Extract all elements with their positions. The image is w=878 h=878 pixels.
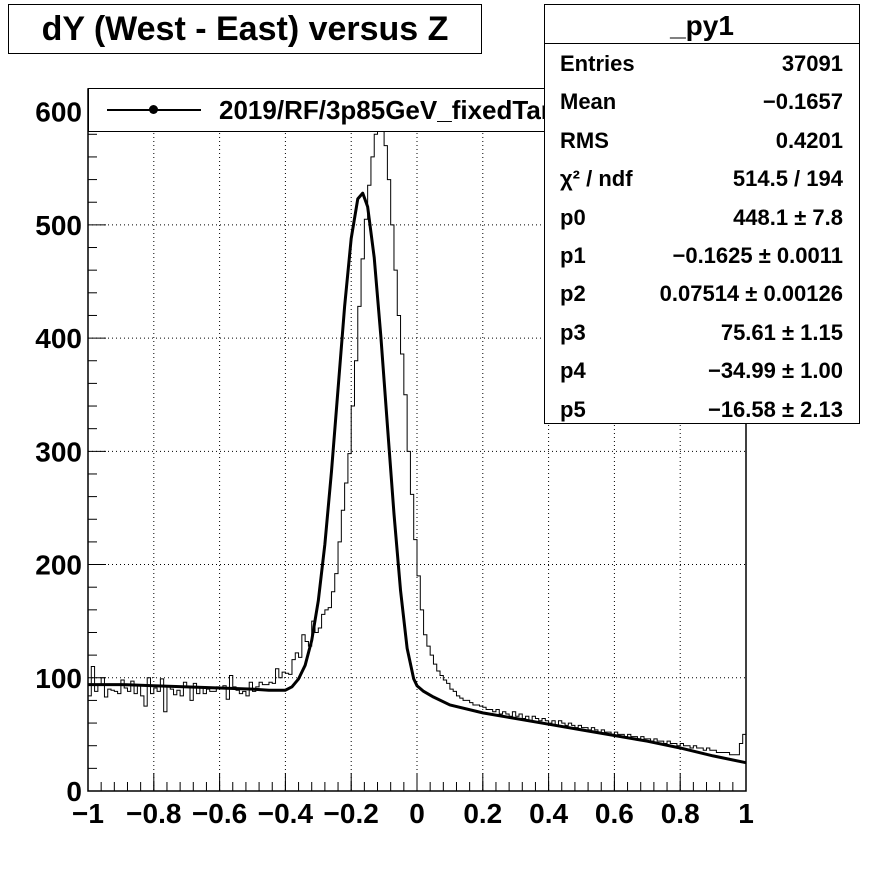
histogram-bins — [87, 111, 747, 791]
stats-key: p5 — [560, 396, 586, 422]
stats-value: 0.4201 — [775, 127, 843, 153]
y-tick-label: 400 — [35, 323, 82, 354]
stats-row-p0: p0 448.1 ± 7.8 — [545, 198, 859, 236]
stats-value: 37091 — [781, 51, 843, 76]
stats-row-rms: RMS 0.4201 — [545, 121, 859, 159]
stats-key: Mean — [560, 89, 617, 115]
y-tick-label: 600 — [35, 97, 82, 128]
stats-key: p4 — [560, 358, 586, 384]
stats-value: −16.58 ± 2.13 — [707, 396, 843, 422]
legend: 2019/RF/3p85GeV_fixedTarget — [88, 88, 614, 132]
y-tick-label: 0 — [66, 776, 82, 807]
x-tick-label: 0.4 — [529, 798, 568, 829]
stats-key: RMS — [560, 127, 609, 153]
x-tick-label: 0.6 — [595, 798, 634, 829]
chart-title: dY (West - East) versus Z — [8, 4, 482, 54]
x-tick-label: 1 — [738, 798, 754, 829]
legend-dot-marker — [149, 105, 158, 114]
axis-ticks — [87, 111, 747, 792]
x-tick-label: −0.4 — [258, 798, 314, 829]
x-tick-label: 0.8 — [661, 798, 700, 829]
y-tick-label: 200 — [35, 550, 82, 581]
x-tick-labels: −1 −0.8 −0.6 −0.4 −0.2 0 0.2 0.4 0.6 0.8 1 — [72, 798, 754, 829]
stats-row-p1: p1 −0.1625 ± 0.0011 — [545, 236, 859, 274]
stats-value: 448.1 ± 7.8 — [733, 204, 843, 230]
histogram-series — [87, 111, 747, 791]
fit-curve — [88, 191, 747, 765]
legend-label: 2019/RF/3p85GeV_fixedTarget — [219, 95, 590, 125]
stats-key: p2 — [560, 281, 586, 307]
stats-row-p3: p3 75.61 ± 1.15 — [545, 313, 859, 351]
stats-row-p5: p5 −16.58 ± 2.13 — [545, 390, 859, 428]
x-tick-label: −0.6 — [192, 798, 247, 829]
stats-row-mean: Mean −0.1657 — [545, 82, 859, 120]
stats-title: _py1 — [545, 5, 859, 44]
stats-key: p1 — [560, 242, 586, 268]
stats-row-chi2: χ² / ndf 514.5 / 194 — [545, 159, 859, 197]
stats-value: −0.1625 ± 0.0011 — [672, 242, 843, 268]
stats-key: p3 — [560, 319, 586, 345]
y-tick-label: 100 — [35, 663, 82, 694]
stats-key: Entries — [560, 51, 635, 76]
stats-value: 75.61 ± 1.15 — [720, 319, 843, 345]
stats-value: −0.1657 — [762, 89, 843, 115]
stats-value: 514.5 / 194 — [732, 166, 843, 192]
stats-row-entries: Entries 37091 — [545, 44, 859, 82]
x-tick-label: −0.2 — [324, 798, 379, 829]
stats-box: _py1 Entries 37091 Mean −0.1657 RMS 0.42… — [544, 4, 860, 424]
x-tick-label: −1 — [72, 798, 104, 829]
stats-key: χ² / ndf — [560, 166, 633, 192]
fit-series — [88, 191, 747, 765]
x-tick-label: −0.8 — [126, 798, 181, 829]
x-tick-label: 0 — [409, 798, 425, 829]
stats-row-p4: p4 −34.99 ± 1.00 — [545, 351, 859, 389]
x-tick-label: 0.2 — [463, 798, 502, 829]
stats-value: 0.07514 ± 0.00126 — [659, 281, 843, 307]
stats-key: p0 — [560, 204, 586, 230]
stats-value: −34.99 ± 1.00 — [707, 358, 843, 384]
stats-row-p2: p2 0.07514 ± 0.00126 — [545, 274, 859, 312]
y-tick-labels: 0 100 200 300 400 500 600 — [35, 97, 82, 807]
y-tick-label: 500 — [35, 210, 82, 241]
y-tick-label: 300 — [35, 436, 82, 467]
